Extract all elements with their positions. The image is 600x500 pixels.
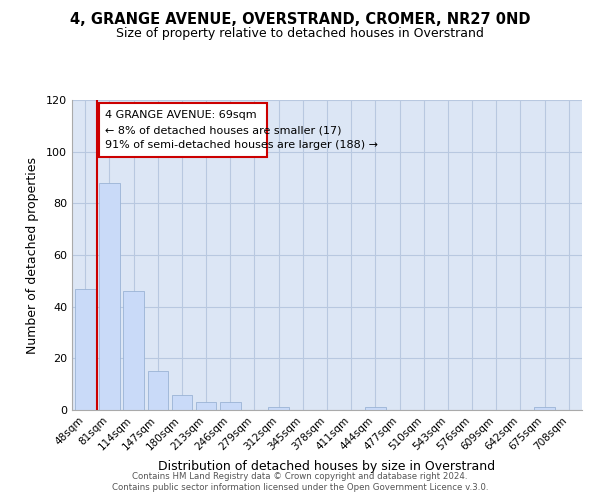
Text: 4 GRANGE AVENUE: 69sqm
← 8% of detached houses are smaller (17)
91% of semi-deta: 4 GRANGE AVENUE: 69sqm ← 8% of detached … (105, 110, 378, 150)
Bar (124, 291, 144, 410)
Bar (196, 402, 217, 410)
Text: Size of property relative to detached houses in Overstrand: Size of property relative to detached ho… (116, 28, 484, 40)
Bar (220, 402, 241, 410)
Text: 4, GRANGE AVENUE, OVERSTRAND, CROMER, NR27 0ND: 4, GRANGE AVENUE, OVERSTRAND, CROMER, NR… (70, 12, 530, 28)
Bar (148, 371, 168, 410)
FancyBboxPatch shape (98, 102, 266, 157)
Bar (75, 288, 95, 410)
X-axis label: Distribution of detached houses by size in Overstrand: Distribution of detached houses by size … (158, 460, 496, 473)
Bar (268, 408, 289, 410)
Bar (172, 394, 192, 410)
Y-axis label: Number of detached properties: Number of detached properties (26, 156, 39, 354)
Text: Contains public sector information licensed under the Open Government Licence v.: Contains public sector information licen… (112, 484, 488, 492)
Bar (365, 408, 386, 410)
Bar (534, 408, 555, 410)
Text: Contains HM Land Registry data © Crown copyright and database right 2024.: Contains HM Land Registry data © Crown c… (132, 472, 468, 481)
Bar (99, 182, 120, 410)
